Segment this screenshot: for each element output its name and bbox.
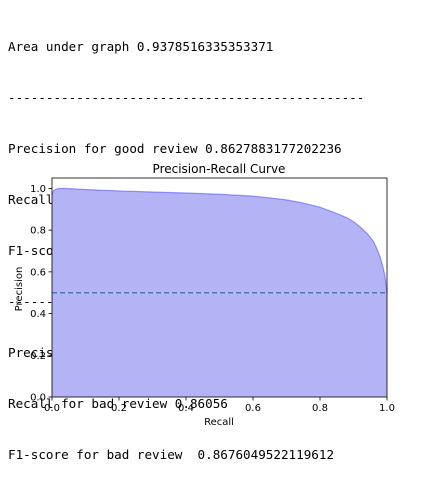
x-tick-label: 0.2	[111, 403, 127, 414]
auc-line: Area under graph 0.9378516335353371	[8, 39, 274, 54]
pr-curve-line	[51, 187, 388, 293]
f1-bad-line: F1-score for bad review 0.86760495221196…	[8, 447, 335, 462]
y-axis-title: Precision	[14, 267, 25, 312]
x-tick-label: 0.6	[245, 403, 261, 414]
x-tick-label: 0.4	[178, 403, 194, 414]
precision-recall-chart: Precision-Recall Curve 0.0 0.2 0.4 0.6 0.8 1.…	[14, 162, 395, 428]
precision-good-line: Precision for good review 0.862788317720…	[8, 141, 342, 156]
y-tick-label: 0.4	[30, 309, 46, 320]
separator-line: ----------------------------------------…	[8, 90, 365, 105]
x-tick-label: 0.0	[44, 403, 60, 414]
y-tick-label: 0.2	[30, 351, 46, 362]
x-tick-label: 1.0	[379, 403, 395, 414]
recall-bad-line: Recall for bad review 0.86056	[8, 396, 228, 411]
y-tick-label: 0.0	[30, 393, 46, 404]
y-tick-label: 1.0	[30, 184, 46, 195]
plot-frame	[51, 177, 388, 398]
x-tick-label: 0.8	[312, 403, 328, 414]
pr-curve-area	[52, 188, 387, 397]
y-tick-label: 0.6	[30, 267, 46, 278]
x-axis-title: Recall	[204, 417, 234, 428]
chart-title: Precision-Recall Curve	[153, 162, 286, 176]
y-tick-label: 0.8	[30, 226, 46, 237]
